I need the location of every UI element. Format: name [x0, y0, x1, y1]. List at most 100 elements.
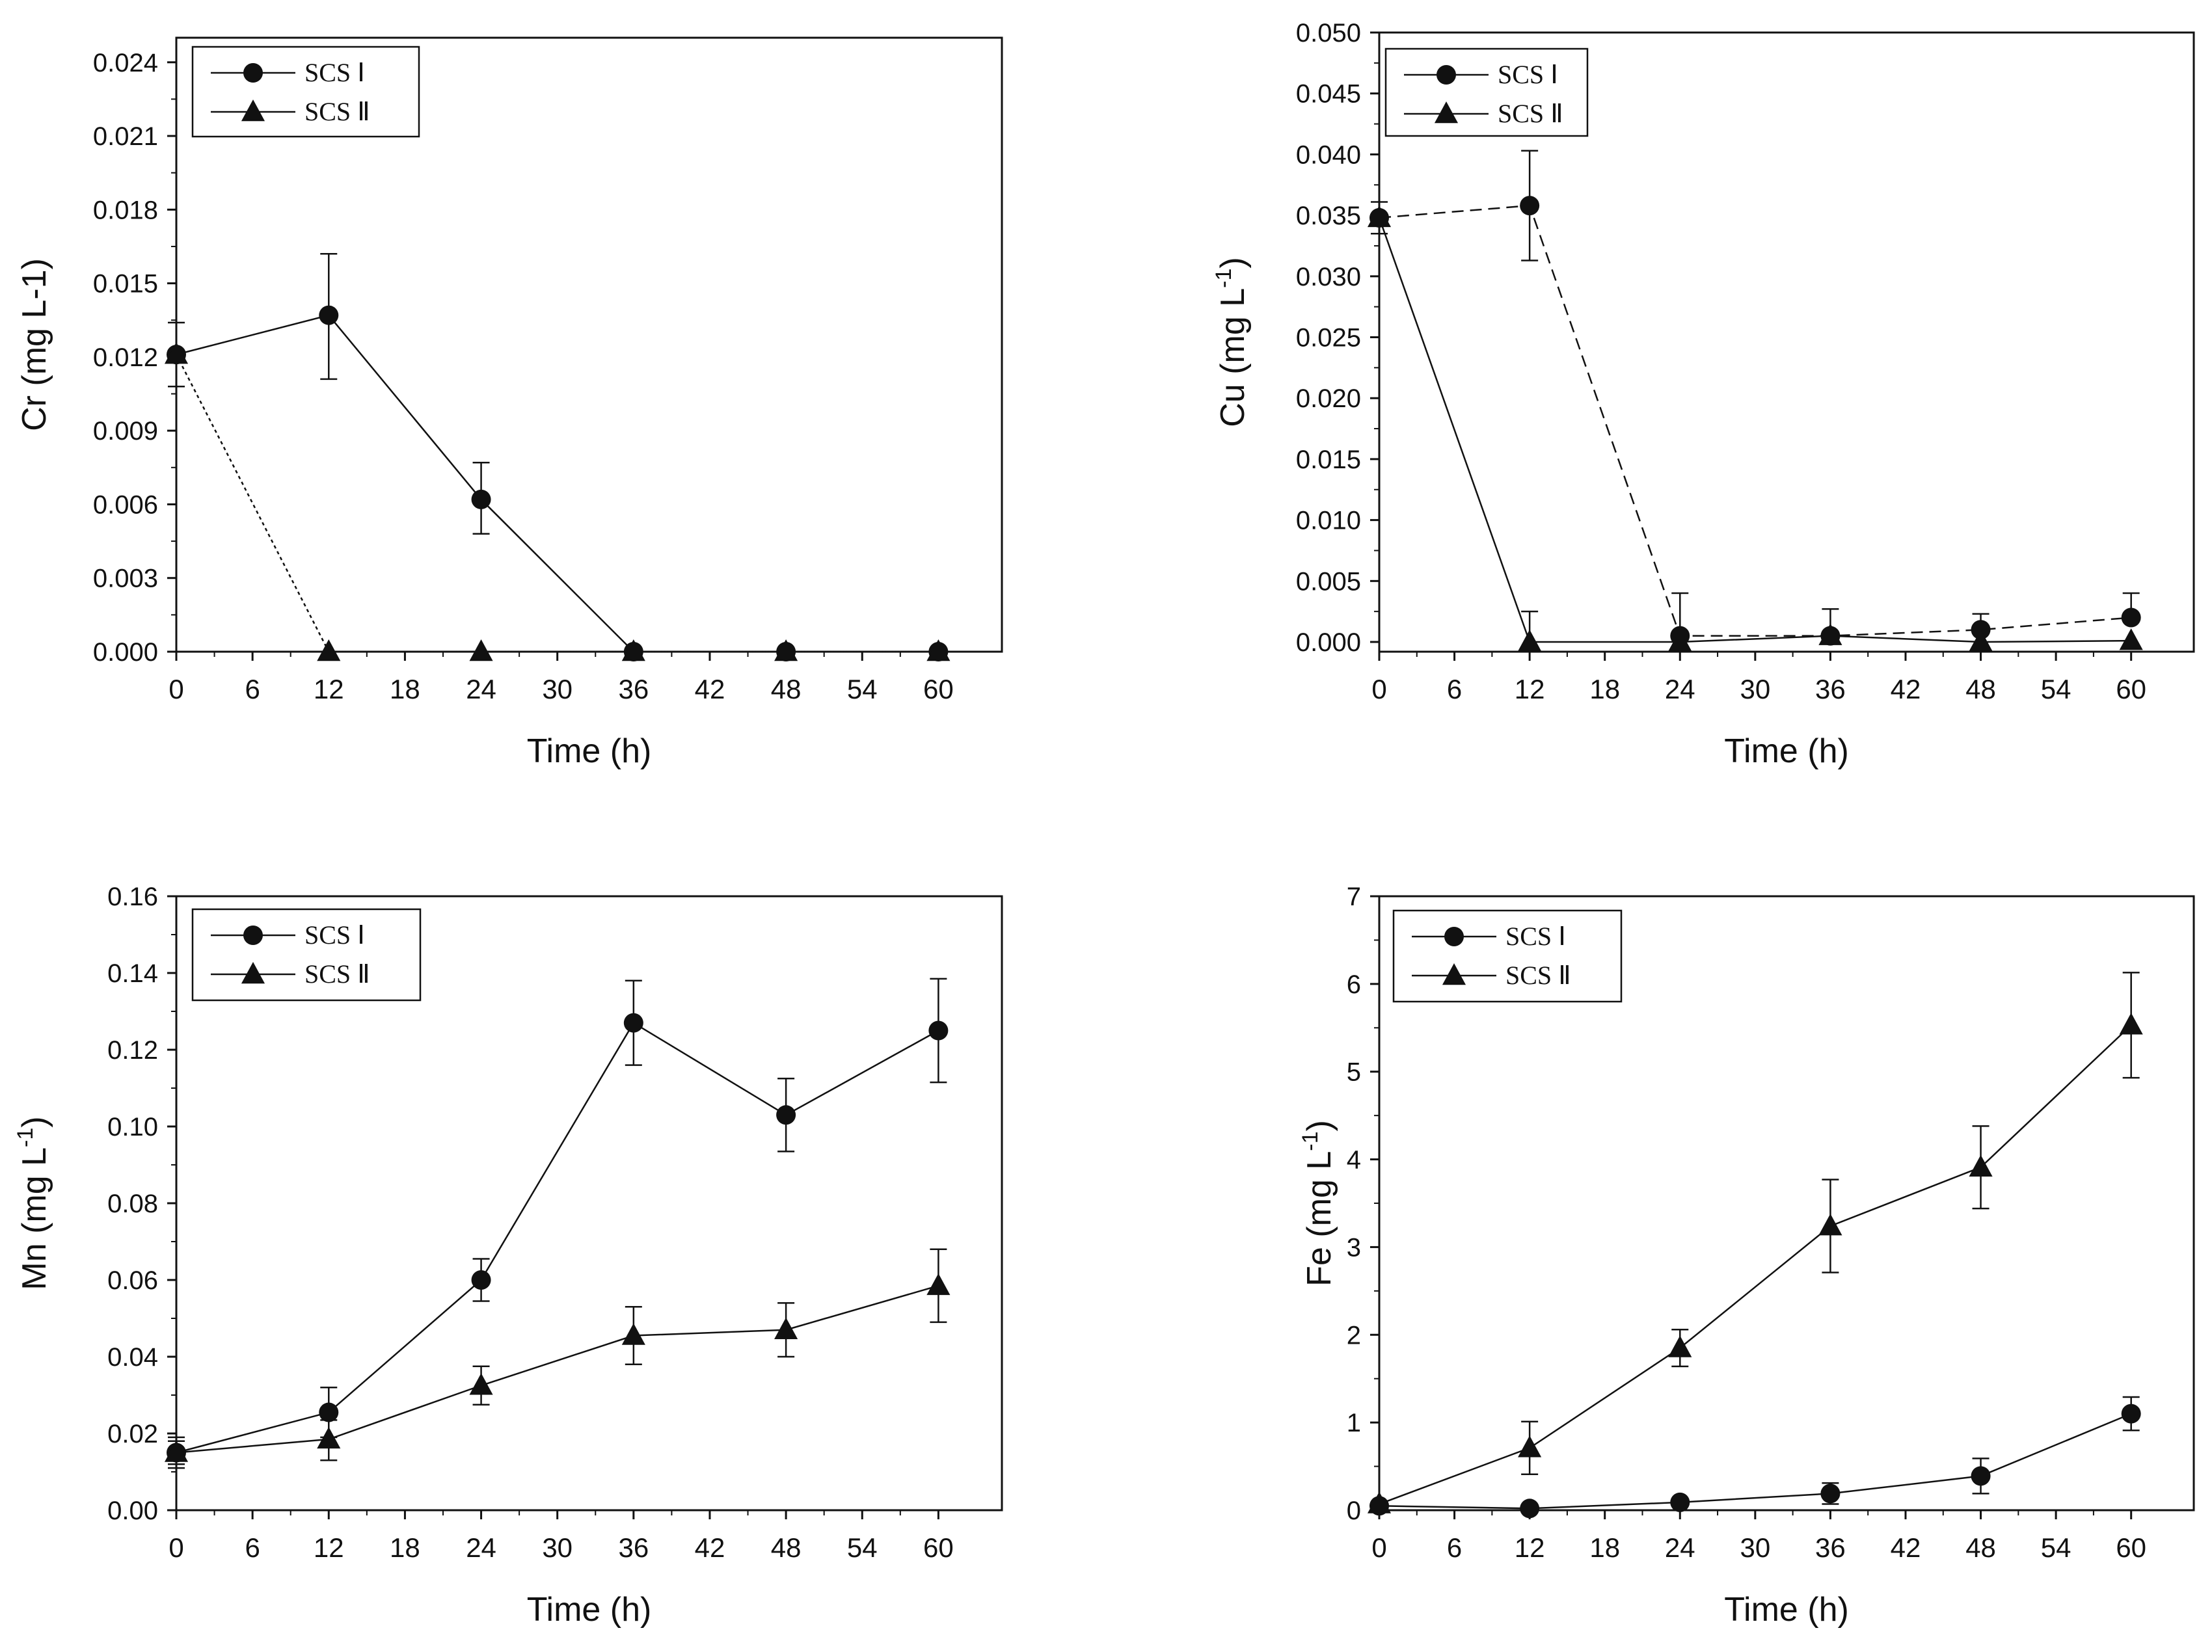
scs-2-point-marker	[1969, 1154, 1993, 1177]
scs-1-point-marker	[319, 305, 339, 325]
y-tick-label: 2	[1347, 1321, 1361, 1350]
scs-2-point-marker	[774, 1317, 798, 1339]
scs-2-point-marker	[164, 342, 189, 364]
x-tick-label: 42	[695, 674, 725, 704]
scs-2-point-marker	[1818, 623, 1842, 645]
scs-1-point-marker	[2121, 607, 2141, 628]
x-tick-label: 42	[1891, 674, 1921, 704]
x-tick-label: 24	[1665, 674, 1695, 704]
y-axis-title-end: )	[1301, 1120, 1338, 1131]
panel-2-series-scs-2	[1367, 205, 2143, 652]
legend-box	[1392, 909, 1623, 1003]
y-tick-label: 0.021	[93, 122, 158, 151]
y-tick-label: 0.050	[1296, 19, 1361, 47]
x-tick-label: 12	[314, 1532, 344, 1563]
panel-4-y-axis-title: Fe (mg L-1)	[1298, 1120, 1338, 1286]
scs-1-point-marker	[1520, 196, 1540, 216]
legend-label: SCS Ⅰ	[1505, 922, 1566, 951]
x-tick-label: 60	[2116, 674, 2146, 704]
y-axis-title-main: Fe (mg L	[1301, 1151, 1338, 1286]
scs-2-point-marker	[2119, 1013, 2143, 1035]
y-tick-label: 6	[1347, 970, 1361, 999]
y-tick-label: 0.018	[93, 196, 158, 224]
scs-1-point-marker	[928, 1020, 949, 1041]
x-tick-label: 30	[1740, 674, 1770, 704]
legend-scs-1-marker	[243, 926, 263, 945]
legend-label: SCS Ⅱ	[304, 959, 370, 989]
y-tick-label: 0.030	[1296, 263, 1361, 291]
x-tick-label: 18	[390, 674, 420, 704]
legend-scs-1-marker	[243, 63, 263, 83]
x-tick-label: 42	[1891, 1532, 1921, 1563]
y-tick-label: 0.009	[93, 417, 158, 446]
y-tick-label: 0.006	[93, 490, 158, 519]
x-tick-label: 6	[1447, 1532, 1462, 1563]
x-tick-label: 54	[2041, 1532, 2071, 1563]
panel-3-series-scs-1	[167, 978, 949, 1469]
y-axis-title-end: )	[16, 1116, 53, 1127]
x-tick-label: 42	[695, 1532, 725, 1563]
scs-2-point-marker	[164, 1440, 189, 1462]
x-tick-label: 18	[1589, 674, 1620, 704]
scs-2-point-marker	[1668, 1335, 1692, 1357]
scs-2-point-marker	[926, 639, 951, 661]
legend-scs-2-marker	[241, 962, 265, 984]
y-tick-label: 3	[1347, 1233, 1361, 1262]
scs-1-point-marker	[319, 1402, 339, 1422]
legend-scs-2-marker	[1442, 963, 1466, 985]
y-tick-label: 0.10	[107, 1113, 158, 1141]
panel-2-legend: SCS Ⅰ SCS Ⅱ	[1384, 47, 1589, 137]
scs-1-point-marker	[471, 489, 491, 509]
y-tick-label: 0.025	[1296, 324, 1361, 353]
x-tick-label: 48	[771, 674, 802, 704]
y-tick-label: 0.015	[93, 270, 158, 299]
x-tick-label: 24	[466, 674, 496, 704]
y-axis-title-main: Cu (mg L	[1214, 288, 1252, 427]
x-tick-label: 54	[847, 674, 878, 704]
y-tick-label: 0.06	[107, 1266, 158, 1295]
panel-3: 0 6 12 18 24 30 36 42 48 54 60 0.00 0.02 0.04 0.06 0.08…	[13, 883, 1003, 1629]
panel-2-x-axis-title: Time (h)	[1724, 732, 1849, 770]
legend-scs-2-marker	[241, 100, 265, 122]
scs-2-point-marker	[1668, 630, 1692, 652]
y-axis-title-main: Cr (mg L-1)	[16, 258, 53, 431]
panel-2-y-axis-title: Cu (mg L-1)	[1211, 257, 1252, 427]
scs-2-point-marker	[1518, 1435, 1542, 1458]
x-tick-label: 30	[542, 674, 573, 704]
scs-2-point-marker	[621, 1323, 645, 1345]
y-tick-label: 0.020	[1296, 384, 1361, 413]
y-axis-title-end: )	[1214, 257, 1252, 268]
panel-1: 0 6 12 18 24 30 36 42 48 54 60 0.000 0.003 0.006 0.009…	[16, 36, 1003, 770]
x-tick-label: 18	[1589, 1532, 1620, 1563]
scs-2-point-marker	[317, 1426, 341, 1449]
panel-4-series-scs-2	[1367, 972, 2143, 1513]
y-tick-label: 0.16	[107, 883, 158, 911]
panel-4-x-axis-title: Time (h)	[1724, 1591, 1849, 1629]
legend-box	[1384, 47, 1589, 137]
legend-label: SCS Ⅱ	[304, 97, 370, 126]
scs-2-point-marker	[1969, 630, 1993, 652]
x-tick-label: 30	[542, 1532, 573, 1563]
x-tick-label: 6	[245, 1532, 260, 1563]
x-tick-label: 24	[1665, 1532, 1695, 1563]
x-tick-label: 54	[2041, 674, 2071, 704]
y-tick-label: 0.040	[1296, 140, 1361, 169]
scs-1-point-marker	[1820, 1484, 1841, 1504]
y-axis-title-superscript: -1	[1298, 1132, 1323, 1151]
x-tick-label: 0	[1371, 1532, 1386, 1563]
x-tick-label: 60	[2116, 1532, 2146, 1563]
scs-1-line	[176, 1021, 939, 1454]
scs-2-point-marker	[621, 639, 645, 661]
y-axis-title-superscript: -1	[13, 1128, 38, 1147]
x-tick-label: 30	[1740, 1532, 1770, 1563]
x-tick-label: 12	[314, 674, 344, 704]
x-tick-label: 36	[618, 1532, 649, 1563]
y-axis-title-main: Mn (mg L	[16, 1147, 53, 1290]
x-tick-label: 18	[390, 1532, 420, 1563]
y-tick-label: 0.010	[1296, 507, 1361, 535]
scs-2-point-marker	[469, 639, 493, 661]
x-tick-label: 6	[1447, 674, 1462, 704]
scs-2-line	[175, 354, 939, 653]
